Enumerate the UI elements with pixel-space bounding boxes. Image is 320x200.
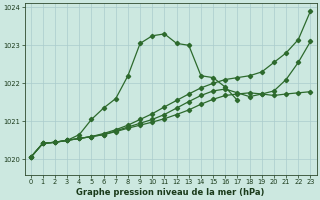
X-axis label: Graphe pression niveau de la mer (hPa): Graphe pression niveau de la mer (hPa) <box>76 188 265 197</box>
